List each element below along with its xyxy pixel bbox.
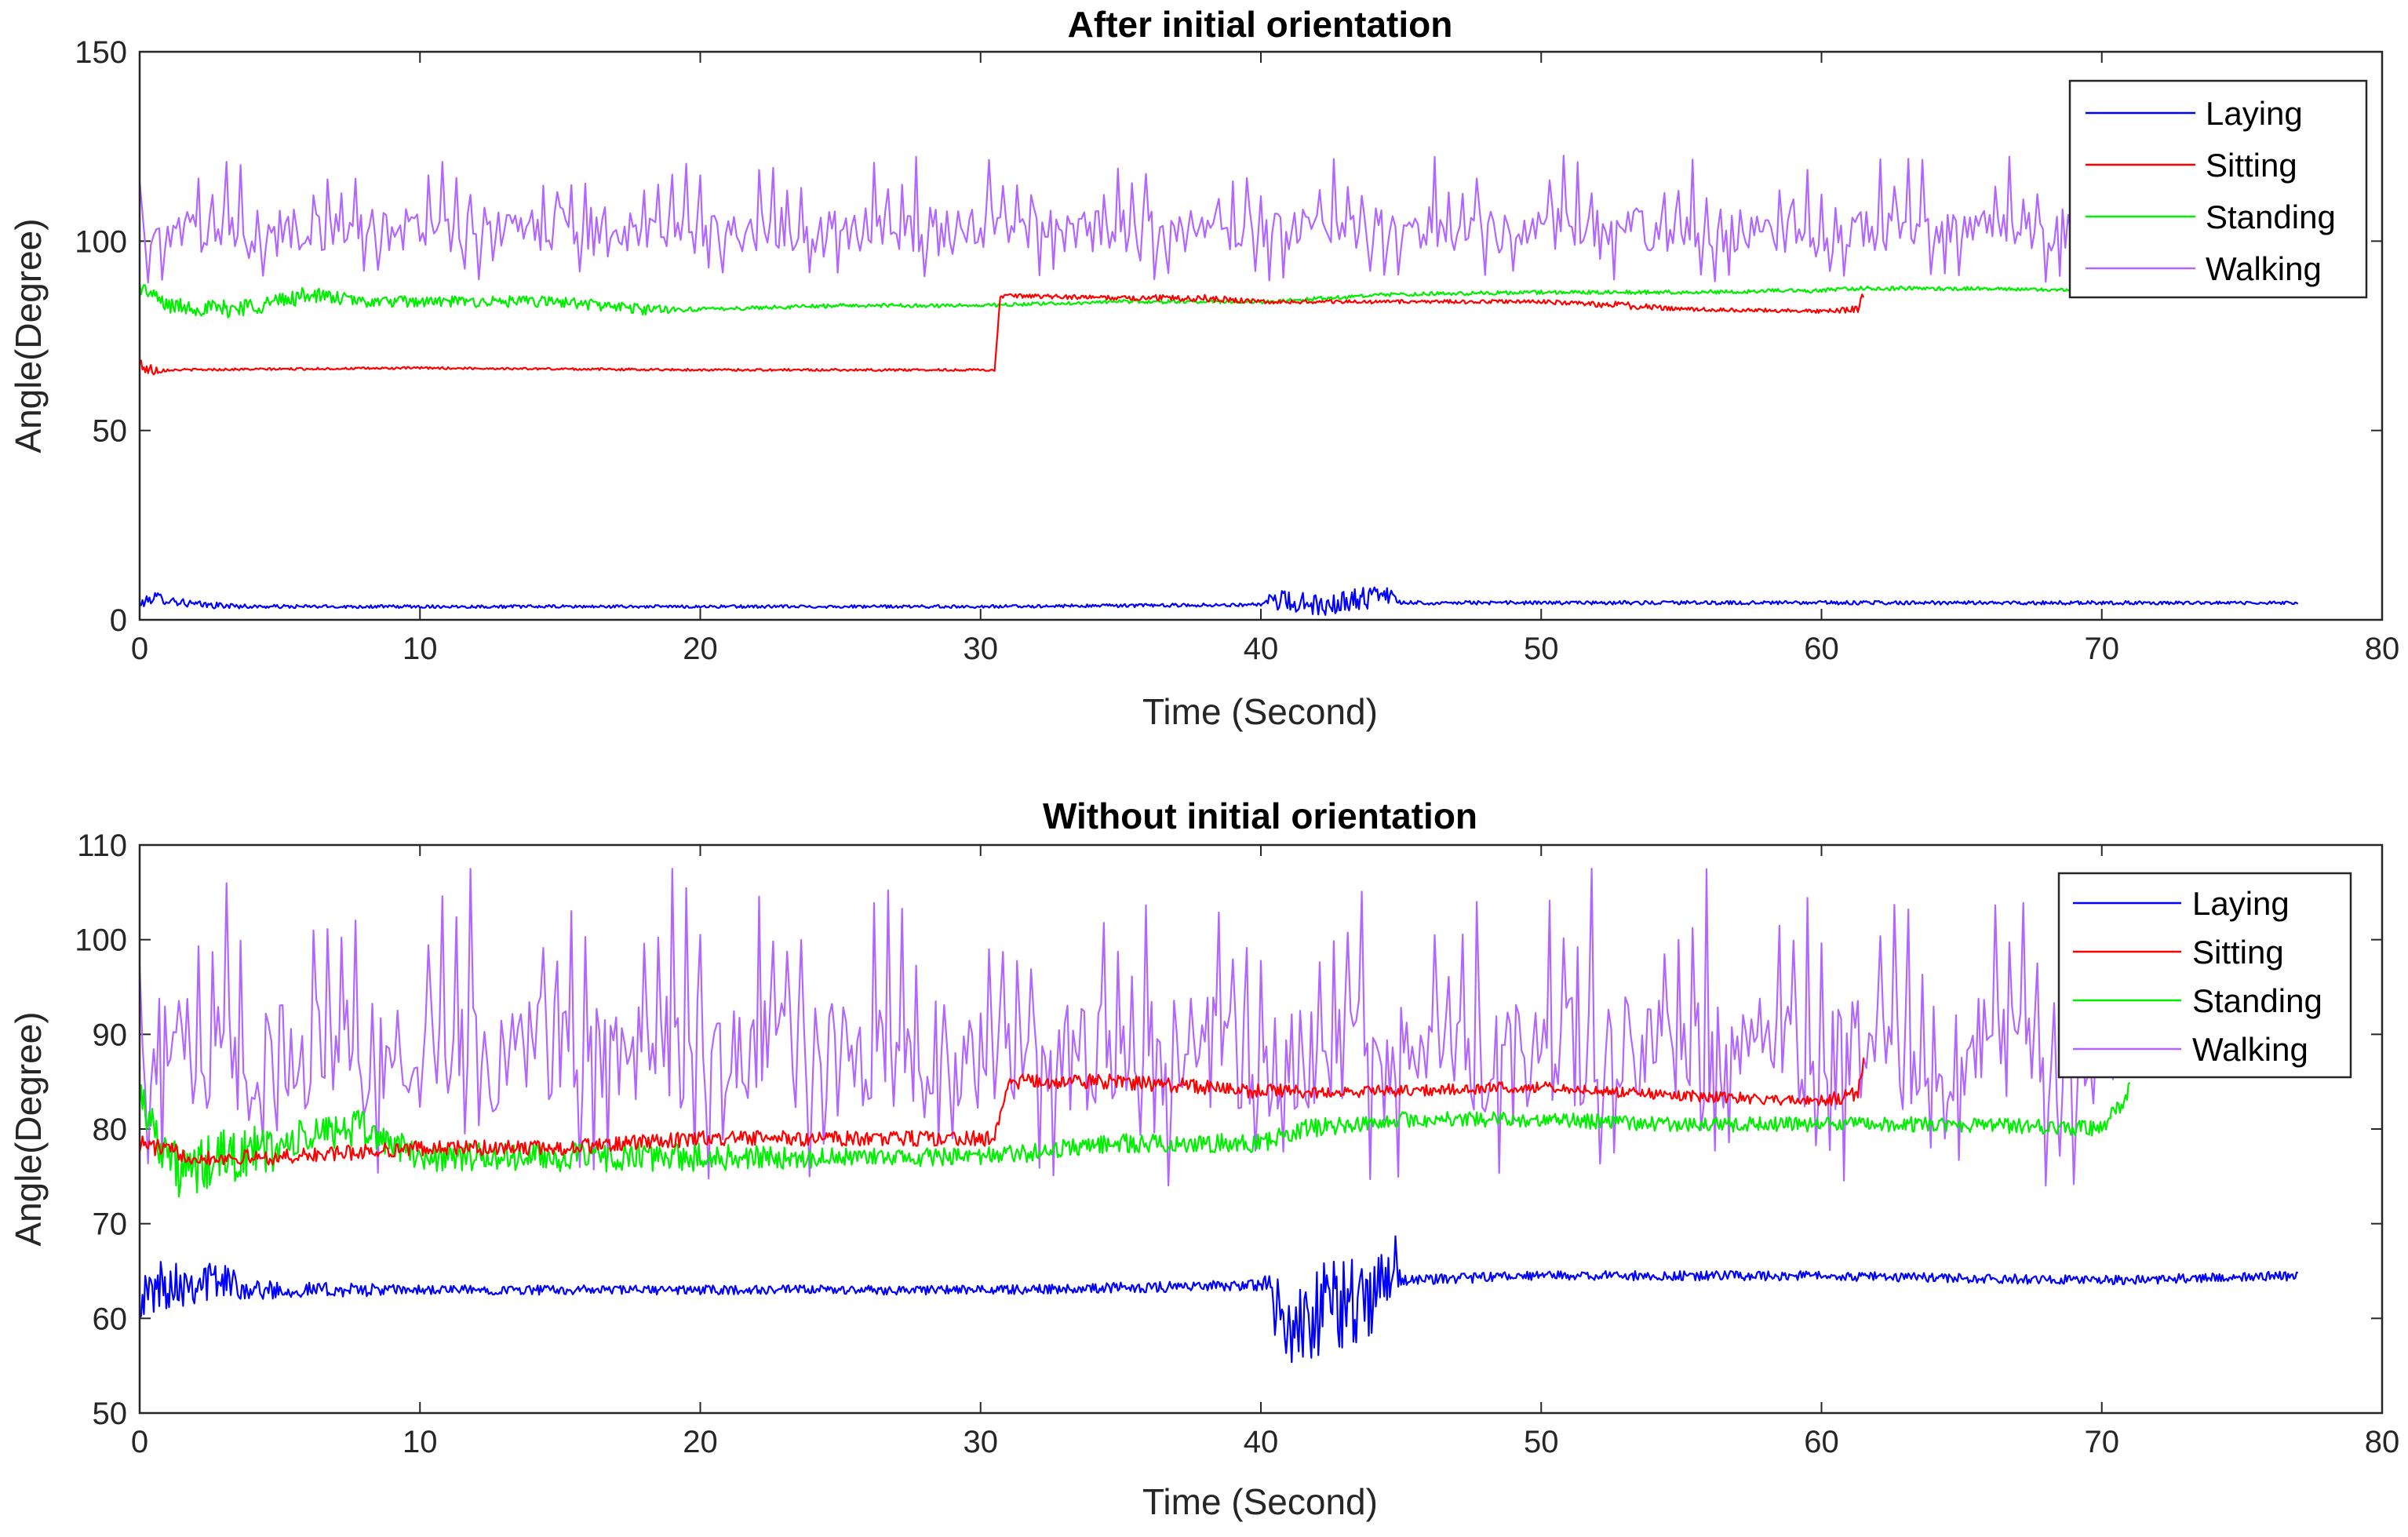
y-tick-label: 90 [93, 1018, 128, 1052]
series-line-walking [138, 155, 2115, 284]
x-axis-label: Time (Second) [1142, 1481, 1378, 1522]
legend-label-walking: Walking [2206, 250, 2322, 287]
x-tick-label: 60 [1804, 1425, 1839, 1459]
y-tick-label: 110 [77, 829, 127, 863]
x-tick-label: 20 [683, 632, 718, 666]
y-tick-label: 150 [75, 35, 127, 70]
legend-box [2068, 79, 2368, 299]
chart-after-initial-orientation: After initial orientation 0 10 20 30 40 50 60 7… [8, 4, 2399, 732]
legend-label-laying: Laying [2206, 95, 2303, 132]
y-tick-label: 70 [93, 1207, 128, 1242]
x-tick-label: 30 [964, 632, 999, 666]
legend-label-standing: Standing [2206, 198, 2336, 235]
series-line-walking [138, 868, 2115, 1187]
y-tick-label: 50 [93, 1397, 128, 1431]
tick-labels: 0 10 20 30 40 50 60 70 80 50 60 70 80 90 100 110 [75, 829, 2399, 1459]
plot-area [140, 845, 2382, 1413]
x-tick-label: 70 [2085, 632, 2120, 666]
chart-title: After initial orientation [1068, 4, 1453, 45]
legend: Laying Sitting Standing Walking [2057, 872, 2352, 1079]
x-tick-label: 20 [683, 1425, 718, 1459]
chart-without-initial-orientation: Without initial orientation 0 10 20 30 40 50 6… [8, 796, 2399, 1522]
x-tick-label: 10 [403, 632, 438, 666]
chart-title: Without initial orientation [1043, 796, 1477, 836]
series-line-laying [139, 586, 2299, 616]
y-axis-label: Angle(Degree) [8, 218, 49, 453]
legend-label-walking: Walking [2192, 1031, 2308, 1068]
y-axis-label: Angle(Degree) [8, 1011, 49, 1246]
plot-area [140, 52, 2382, 620]
legend-label-sitting: Sitting [2192, 934, 2284, 971]
x-tick-label: 50 [1524, 632, 1559, 666]
series-line-standing [138, 283, 2103, 319]
legend-box [2057, 872, 2352, 1079]
y-tick-label: 0 [110, 603, 127, 638]
x-tick-label: 50 [1524, 1425, 1559, 1459]
legend-label-laying: Laying [2192, 885, 2290, 922]
tick-labels: 0 10 20 30 40 50 60 70 80 0 50 100 150 [75, 35, 2399, 666]
y-tick-label: 100 [75, 224, 127, 259]
series-line-sitting [138, 1058, 1865, 1166]
series-line-sitting [139, 293, 1865, 376]
plot-frame [138, 843, 2384, 1415]
x-tick-label: 0 [131, 632, 148, 666]
y-tick-label: 80 [93, 1113, 128, 1147]
y-tick-label: 100 [75, 923, 127, 958]
x-tick-label: 30 [964, 1425, 999, 1459]
x-tick-label: 80 [2365, 632, 2400, 666]
plot-frame [138, 50, 2384, 621]
y-tick-label: 50 [93, 414, 128, 449]
legend-label-sitting: Sitting [2206, 147, 2297, 184]
x-axis-label: Time (Second) [1142, 691, 1378, 732]
x-tick-label: 40 [1244, 1425, 1279, 1459]
series-lines [138, 868, 2298, 1364]
x-tick-label: 0 [131, 1425, 148, 1459]
y-tick-label: 60 [93, 1302, 128, 1336]
x-tick-label: 80 [2365, 1425, 2400, 1459]
series-line-standing [138, 1082, 2131, 1198]
series-lines [138, 155, 2299, 616]
x-tick-label: 10 [403, 1425, 438, 1459]
x-tick-label: 70 [2085, 1425, 2120, 1459]
legend: Laying Sitting Standing Walking [2068, 79, 2368, 299]
x-tick-label: 40 [1244, 632, 1279, 666]
x-tick-label: 60 [1804, 632, 1839, 666]
legend-label-standing: Standing [2192, 982, 2322, 1019]
series-line-laying [139, 1235, 2298, 1364]
